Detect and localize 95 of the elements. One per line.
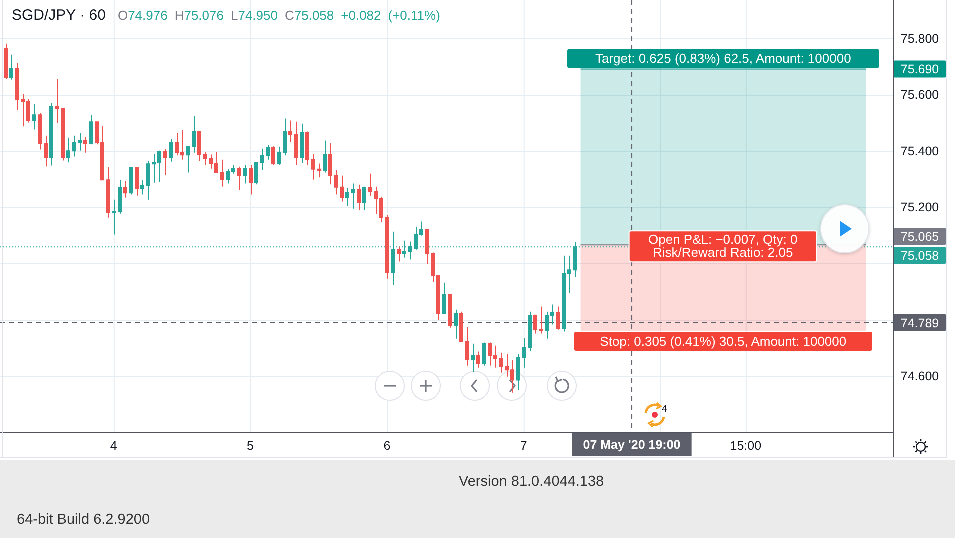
y-tick-label: 75.200 [900, 200, 940, 215]
candlestick [254, 162, 258, 186]
candlestick [146, 160, 150, 200]
candlestick [192, 115, 196, 154]
candlestick [32, 104, 36, 130]
candlestick [442, 282, 446, 314]
x-tick-label: 4 [110, 439, 118, 453]
candlestick [250, 164, 254, 196]
candlestick [78, 132, 82, 152]
y-tick-label: 75.400 [900, 144, 940, 158]
candlestick [112, 199, 116, 236]
candlestick [186, 146, 190, 174]
ref-line-label: 75.058 [900, 249, 940, 264]
candlestick [500, 352, 504, 374]
chart-title: SGD/JPY · 60 [12, 7, 106, 24]
candlestick [56, 78, 60, 124]
candlestick [352, 183, 356, 210]
candlestick [472, 343, 476, 373]
candlestick [136, 166, 140, 196]
candlestick [362, 186, 366, 212]
candlestick [220, 159, 224, 188]
candlestick [118, 180, 122, 214]
candlestick [244, 164, 248, 184]
candlestick [556, 306, 560, 330]
y-tick-label: 75.800 [900, 32, 940, 46]
candlestick [306, 131, 310, 166]
candlestick [324, 140, 328, 174]
band-label: Stop: 0.305 (0.41%) 30.5, Amount: 100000 [600, 334, 847, 349]
candlestick [72, 135, 76, 158]
candlestick [454, 309, 458, 340]
ref-line-label: 07 May '20 19:00 [583, 438, 681, 452]
ref-line-label: 75.065 [900, 230, 940, 244]
candlestick [312, 153, 316, 180]
candlestick [140, 180, 144, 196]
candlestick [90, 114, 94, 146]
candlestick [130, 168, 134, 196]
candlestick [284, 118, 288, 156]
candlestick [62, 108, 66, 162]
candlestick [38, 112, 42, 150]
candlestick [272, 146, 276, 166]
x-tick-label: 6 [384, 439, 391, 453]
candlestick [448, 294, 452, 328]
candlestick [266, 144, 270, 160]
candlestick [170, 138, 174, 162]
text: O74.976 H75.076 L74.950 C75.058 +0.082 (+0.11%) [118, 8, 440, 23]
candlestick [534, 314, 538, 334]
candlestick [358, 184, 362, 210]
candlestick [398, 246, 402, 262]
candlestick [346, 187, 350, 207]
candlestick [528, 311, 532, 352]
candlestick [16, 62, 20, 111]
candlestick [164, 148, 168, 176]
candlestick [278, 146, 282, 166]
candlestick [294, 121, 298, 166]
candlestick [44, 135, 48, 168]
x-tick-label: 7 [520, 439, 528, 453]
x-tick-label: 5 [247, 439, 254, 453]
y-tick-label: 74.600 [900, 369, 940, 384]
candlestick [198, 131, 202, 162]
candlestick [476, 351, 480, 368]
candlestick [50, 102, 54, 166]
candlestick [340, 175, 344, 202]
candlestick [318, 163, 322, 178]
candlestick [516, 354, 520, 391]
candlestick [10, 54, 14, 80]
ref-line-label: 74.789 [900, 316, 940, 330]
candlestick [260, 148, 264, 172]
text: 64-bit Build 6.2.9200 [17, 512, 150, 528]
candlestick [522, 338, 526, 368]
candlestick [334, 169, 338, 196]
text: Version 81.0.4044.138 [459, 474, 604, 490]
candlestick [460, 311, 464, 342]
band-label: Target: 0.625 (0.83%) 62.5, Amount: 100000 [595, 51, 852, 66]
candlestick [300, 123, 304, 164]
candlestick [84, 136, 88, 154]
candlestick [238, 166, 242, 190]
candlestick [4, 43, 8, 80]
candlestick [288, 120, 292, 143]
candlestick [328, 142, 332, 186]
candlestick [386, 214, 390, 280]
candlestick [124, 180, 128, 198]
candlestick [392, 231, 396, 286]
annotation: Open P&L: −0.007, Qty: 0 [648, 232, 798, 248]
candlestick [540, 306, 544, 334]
candlestick [426, 229, 430, 264]
candlestick [106, 166, 110, 218]
candlestick [482, 342, 486, 366]
candlestick [204, 152, 208, 166]
candlestick [66, 137, 70, 164]
y-tick-label: 75.600 [900, 88, 940, 102]
x-tick-label: 15:00 [730, 439, 762, 453]
candlestick [466, 326, 470, 366]
annotation: 4 [662, 404, 668, 415]
ref-line-label: 75.690 [900, 62, 940, 77]
candlestick [368, 173, 372, 197]
